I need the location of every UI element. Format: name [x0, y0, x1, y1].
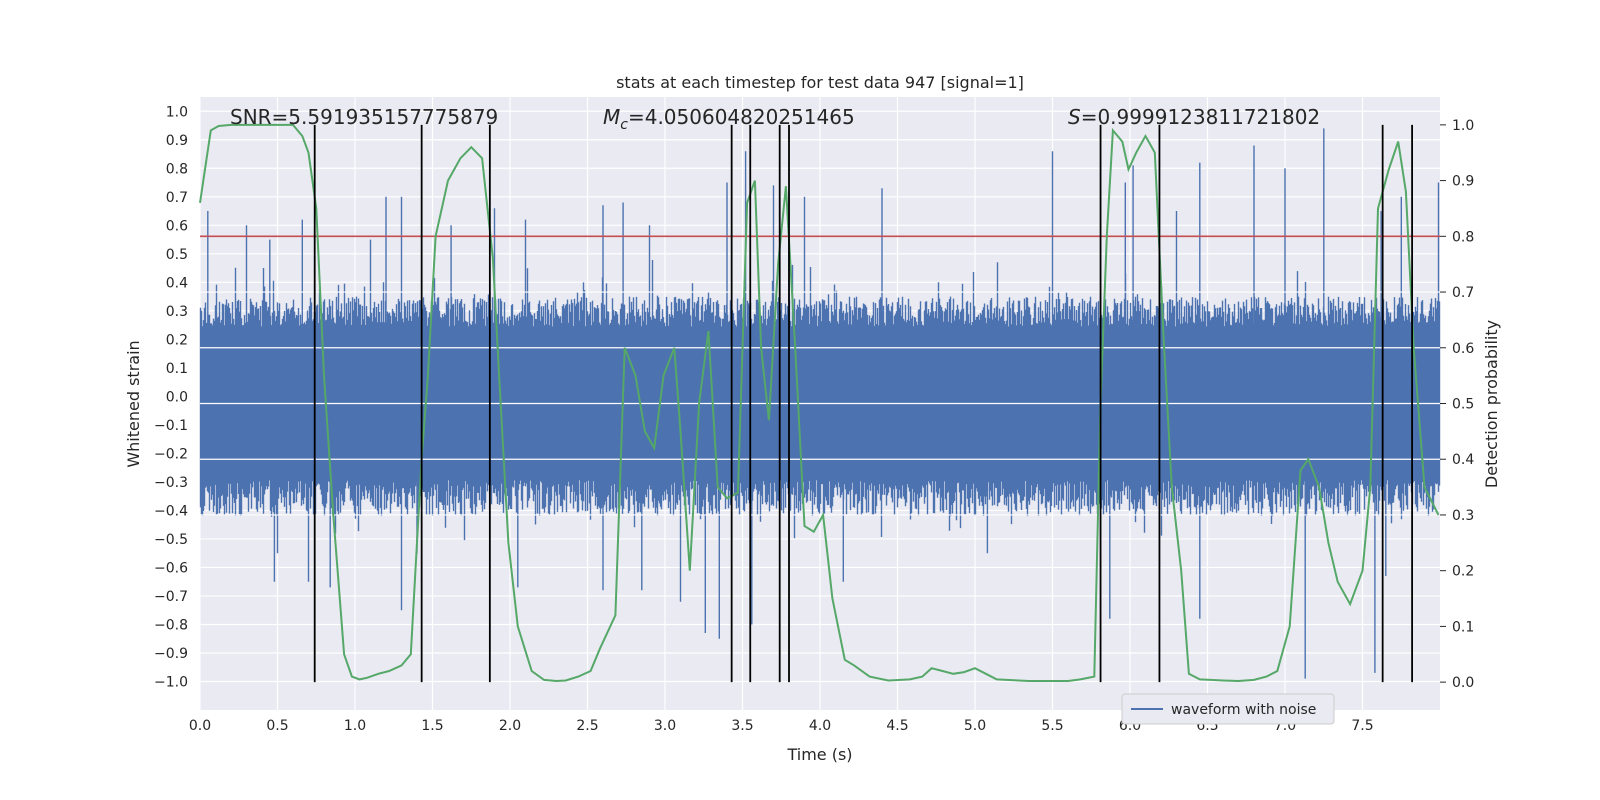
- y-tick-label: 0.3: [166, 304, 188, 320]
- legend: waveform with noise: [1121, 693, 1335, 725]
- y-tick-label: −0.8: [154, 617, 188, 633]
- score-annotation: S=0.9999123811721802: [1068, 105, 1320, 129]
- x-tick-label: 4.5: [886, 718, 908, 734]
- snr-annotation: SNR=5.591935157775879: [230, 105, 498, 129]
- x-tick-label: 3.5: [731, 718, 753, 734]
- y2-tick-label: 0.2: [1452, 564, 1474, 580]
- x-tick-label: 1.0: [344, 718, 366, 734]
- y-tick-label: 0.6: [166, 218, 188, 234]
- chirp-mass-symbol: M: [603, 105, 620, 129]
- x-tick-label: 5.5: [1041, 718, 1063, 734]
- y-tick-label: −0.1: [154, 418, 188, 434]
- y2-tick-label: 1.0: [1452, 118, 1474, 134]
- y-tick-label: −0.7: [154, 589, 188, 605]
- y2-axis-label: Detection probability: [1482, 320, 1501, 488]
- y2-tick-label: 0.4: [1452, 452, 1474, 468]
- y-tick-label: 0.8: [166, 161, 188, 177]
- y-tick-label: 0.4: [166, 275, 188, 291]
- x-tick-label: 2.0: [499, 718, 521, 734]
- waveform-series: [199, 128, 1441, 679]
- y-tick-label: 0.5: [166, 247, 188, 263]
- legend-box: [1121, 693, 1335, 725]
- y-tick-label: 0.7: [166, 190, 188, 206]
- y-axis-label: Whitened strain: [124, 340, 143, 467]
- x-tick-label: 7.5: [1351, 718, 1373, 734]
- y-tick-label: 0.1: [166, 361, 188, 377]
- y-tick-label: −0.3: [154, 475, 188, 491]
- x-tick-label: 2.5: [576, 718, 598, 734]
- x-tick-label: 4.0: [809, 718, 831, 734]
- y2-tick-label: 0.1: [1452, 619, 1474, 635]
- legend-label: waveform with noise: [1171, 702, 1316, 718]
- y2-tick-label: 0.5: [1452, 397, 1474, 413]
- x-tick-label: 3.0: [654, 718, 676, 734]
- detection-probability-series: [199, 123, 1440, 683]
- x-tick-label: 0.0: [189, 718, 211, 734]
- y-tick-label: −0.2: [154, 446, 188, 462]
- y2-tick-label: 0.9: [1452, 174, 1474, 190]
- chirp-mass-value: =4.050604820251465: [628, 105, 855, 129]
- y2-tick-label: 0.3: [1452, 508, 1474, 524]
- y2-tick-label: 0.6: [1452, 341, 1474, 357]
- chirp-mass-subscript: c: [620, 117, 628, 133]
- y-tick-label: 0.0: [166, 389, 188, 405]
- y-tick-label: −0.4: [154, 503, 188, 519]
- y-tick-label: −0.5: [154, 532, 188, 548]
- x-tick-label: 0.5: [266, 718, 288, 734]
- chart-title: stats at each timestep for test data 947…: [616, 73, 1024, 92]
- y-tick-label: −0.6: [154, 560, 188, 576]
- chirp-mass-annotation: Mc=4.050604820251465: [603, 105, 855, 133]
- y-tick-label: 0.2: [166, 332, 188, 348]
- y-tick-label: −1.0: [154, 674, 188, 690]
- y2-tick-label: 0.0: [1452, 675, 1474, 691]
- y-tick-label: 1.0: [166, 104, 188, 120]
- score-symbol: S: [1068, 105, 1081, 129]
- y-tick-label: −0.9: [154, 646, 188, 662]
- y2-tick-label: 0.7: [1452, 285, 1474, 301]
- y-tick-label: 0.9: [166, 133, 188, 149]
- y2-tick-label: 0.8: [1452, 229, 1474, 245]
- x-tick-label: 5.0: [964, 718, 986, 734]
- x-axis-label: Time (s): [786, 745, 852, 764]
- score-value: =0.9999123811721802: [1081, 105, 1320, 129]
- x-tick-label: 1.5: [421, 718, 443, 734]
